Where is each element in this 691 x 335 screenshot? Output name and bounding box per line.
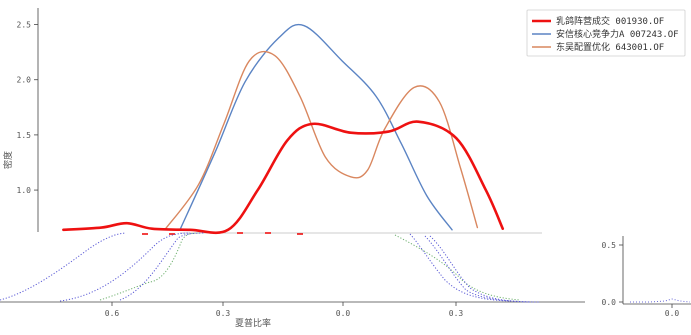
bottom-x-axis-title: 夏普比率 bbox=[235, 317, 271, 329]
bottom-x-tick-label-1: 0.3 bbox=[216, 309, 231, 318]
bottom-x-tick-label-3: 0.3 bbox=[449, 309, 464, 318]
bottom-plot-panel: 0.6 0.3 0.0 0.3 夏普比率 bbox=[0, 232, 585, 329]
series-lines bbox=[62, 23, 505, 235]
y-tick-label-2: 2.0 bbox=[17, 76, 32, 85]
y-axis-title: 密度 bbox=[2, 151, 14, 169]
y-tick-label-1: 1.5 bbox=[17, 131, 32, 140]
mini-dotted-trace bbox=[630, 298, 691, 303]
series-line-1 bbox=[179, 23, 453, 231]
mini-plot-panel: 0.5 0.0 0.0 bbox=[602, 236, 691, 318]
main-plot-panel: 1.0 1.5 2.0 2.5 密度 bbox=[2, 8, 542, 235]
dotted-density-curves bbox=[0, 232, 541, 303]
series-line-0 bbox=[62, 120, 505, 235]
mini-y-tick-label-0: 0.5 bbox=[602, 241, 617, 250]
mini-x-tick-label-0: 0.0 bbox=[665, 309, 680, 318]
bottom-x-tick-label-0: 0.6 bbox=[105, 309, 120, 318]
dotted-curve-6 bbox=[429, 235, 531, 303]
y-tick-label-3: 2.5 bbox=[17, 21, 32, 30]
dotted-curve-3 bbox=[119, 232, 206, 301]
legend-label-0: 乳鸽阵营成交 001930.OF bbox=[556, 15, 664, 27]
dotted-curve-5 bbox=[394, 234, 521, 301]
dotted-curve-2 bbox=[99, 232, 201, 301]
mini-y-tick-label-1: 0.0 bbox=[602, 298, 617, 307]
legend-box bbox=[526, 9, 686, 57]
series-line-2 bbox=[164, 50, 479, 231]
dotted-curve-1 bbox=[59, 232, 191, 302]
legend-label-1: 安信核心竞争力A 007243.OF bbox=[556, 28, 679, 40]
dotted-curve-4 bbox=[409, 233, 511, 302]
bottom-x-tick-label-2: 0.0 bbox=[336, 309, 351, 318]
bottom-x-ticks: 0.6 0.3 0.0 0.3 bbox=[105, 302, 464, 318]
y-tick-label-0: 1.0 bbox=[17, 186, 32, 195]
dotted-curve-0 bbox=[0, 232, 126, 301]
y-ticks: 1.0 1.5 2.0 2.5 bbox=[17, 21, 38, 195]
legend-label-2: 东吴配置优化 643001.OF bbox=[556, 41, 664, 53]
